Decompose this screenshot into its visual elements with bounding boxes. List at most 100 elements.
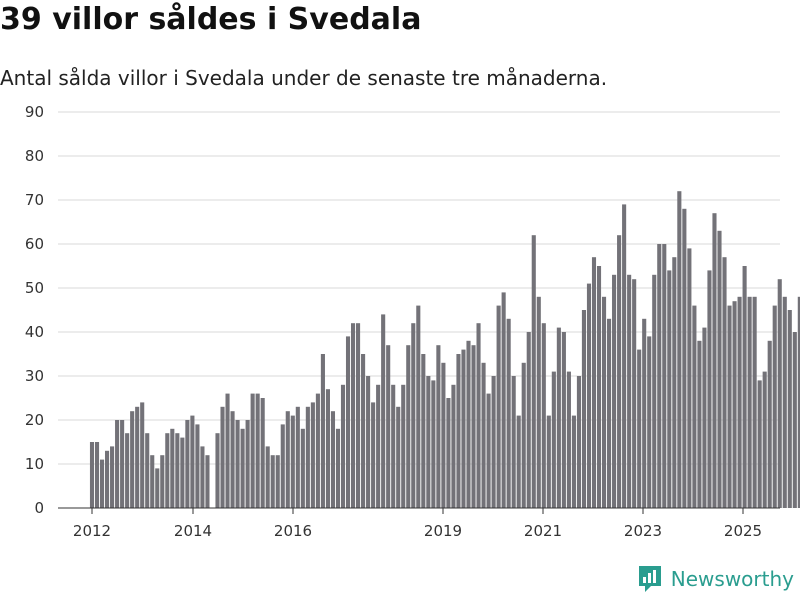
- x-tick-label: 2012: [73, 522, 111, 540]
- bar: [240, 428, 245, 508]
- bar: [386, 345, 391, 508]
- bar: [506, 318, 511, 508]
- bar: [732, 301, 737, 508]
- bar: [461, 349, 466, 508]
- bar: [135, 406, 140, 508]
- bar: [536, 296, 541, 508]
- bar: [601, 296, 607, 508]
- bar: [381, 314, 386, 508]
- bar: [315, 393, 320, 508]
- newsworthy-logo-icon: [638, 566, 661, 592]
- bar: [657, 244, 662, 508]
- bar: [692, 305, 697, 508]
- bar: [697, 340, 702, 508]
- bar: [652, 274, 657, 508]
- bar: [260, 398, 265, 508]
- brand-name: Newsworthy: [670, 567, 794, 591]
- bar: [195, 424, 200, 508]
- bar: [421, 354, 426, 508]
- bar: [255, 393, 260, 508]
- bar: [401, 384, 406, 508]
- bar: [250, 393, 255, 508]
- bar: [416, 305, 421, 508]
- bar: [556, 327, 561, 508]
- bar: [491, 376, 496, 508]
- bar: [551, 371, 556, 508]
- bar: [371, 402, 376, 508]
- bar: [712, 213, 717, 508]
- x-tick-label: 2021: [524, 522, 562, 540]
- bar: [160, 455, 165, 508]
- bar: [647, 336, 652, 508]
- bar: [591, 257, 597, 508]
- bar: [476, 323, 481, 508]
- bar: [717, 230, 722, 509]
- bar: [441, 362, 446, 508]
- bar: [110, 446, 115, 508]
- x-tick-label: 2016: [274, 522, 312, 540]
- bar: [561, 332, 566, 508]
- bar: [225, 393, 230, 508]
- bar: [787, 310, 792, 508]
- bar: [541, 323, 546, 508]
- bar: [335, 428, 341, 508]
- bar: [376, 384, 381, 508]
- bar: [546, 415, 551, 508]
- bar: [361, 354, 366, 508]
- bar: [521, 362, 526, 508]
- y-tick-label: 90: [25, 103, 44, 121]
- bar: [200, 446, 205, 508]
- bar: [762, 371, 767, 508]
- bar: [757, 380, 762, 508]
- y-tick-label: 70: [25, 191, 44, 209]
- bar: [682, 208, 687, 509]
- bar: [531, 235, 536, 508]
- bar: [722, 257, 727, 508]
- bar: [220, 406, 225, 508]
- y-tick-label: 10: [25, 455, 44, 473]
- bar: [702, 327, 707, 508]
- bar: [637, 349, 642, 508]
- bar: [215, 433, 220, 508]
- bar: [185, 420, 190, 508]
- bar: [190, 415, 195, 508]
- bar: [150, 455, 155, 508]
- bar: [607, 318, 612, 508]
- bar: [727, 305, 732, 508]
- x-tick-label: 2025: [724, 522, 762, 540]
- bar: [767, 340, 772, 508]
- bar: [687, 248, 692, 508]
- bar: [481, 362, 486, 508]
- bar: [471, 345, 476, 508]
- bar: [280, 424, 285, 508]
- bar: [325, 389, 330, 508]
- bar: [466, 340, 471, 508]
- bar: [330, 411, 336, 508]
- bar: [436, 345, 441, 508]
- bar: [797, 296, 800, 508]
- bar: [642, 318, 647, 508]
- bar: [265, 446, 270, 508]
- bar: [426, 376, 431, 508]
- bar: [245, 420, 250, 508]
- bar: [617, 235, 622, 508]
- x-tick-label: 2023: [624, 522, 662, 540]
- bar: [446, 398, 451, 508]
- bar: [94, 442, 100, 508]
- bar: [300, 428, 305, 508]
- bar: [742, 266, 747, 508]
- bar: [456, 354, 461, 508]
- bar: [105, 450, 110, 508]
- brand-logo: Newsworthy: [637, 564, 794, 594]
- bar: [571, 415, 576, 508]
- x-tick-label: 2019: [424, 522, 462, 540]
- bar: [777, 279, 782, 508]
- bar: [145, 433, 150, 508]
- bar: [496, 305, 501, 508]
- chart-subtitle: Antal sålda villor i Svedala under de se…: [0, 66, 608, 90]
- y-tick-label: 30: [25, 367, 44, 385]
- bar: [752, 296, 757, 508]
- bar: [586, 283, 592, 508]
- bar: [350, 323, 356, 508]
- bar: [632, 279, 637, 508]
